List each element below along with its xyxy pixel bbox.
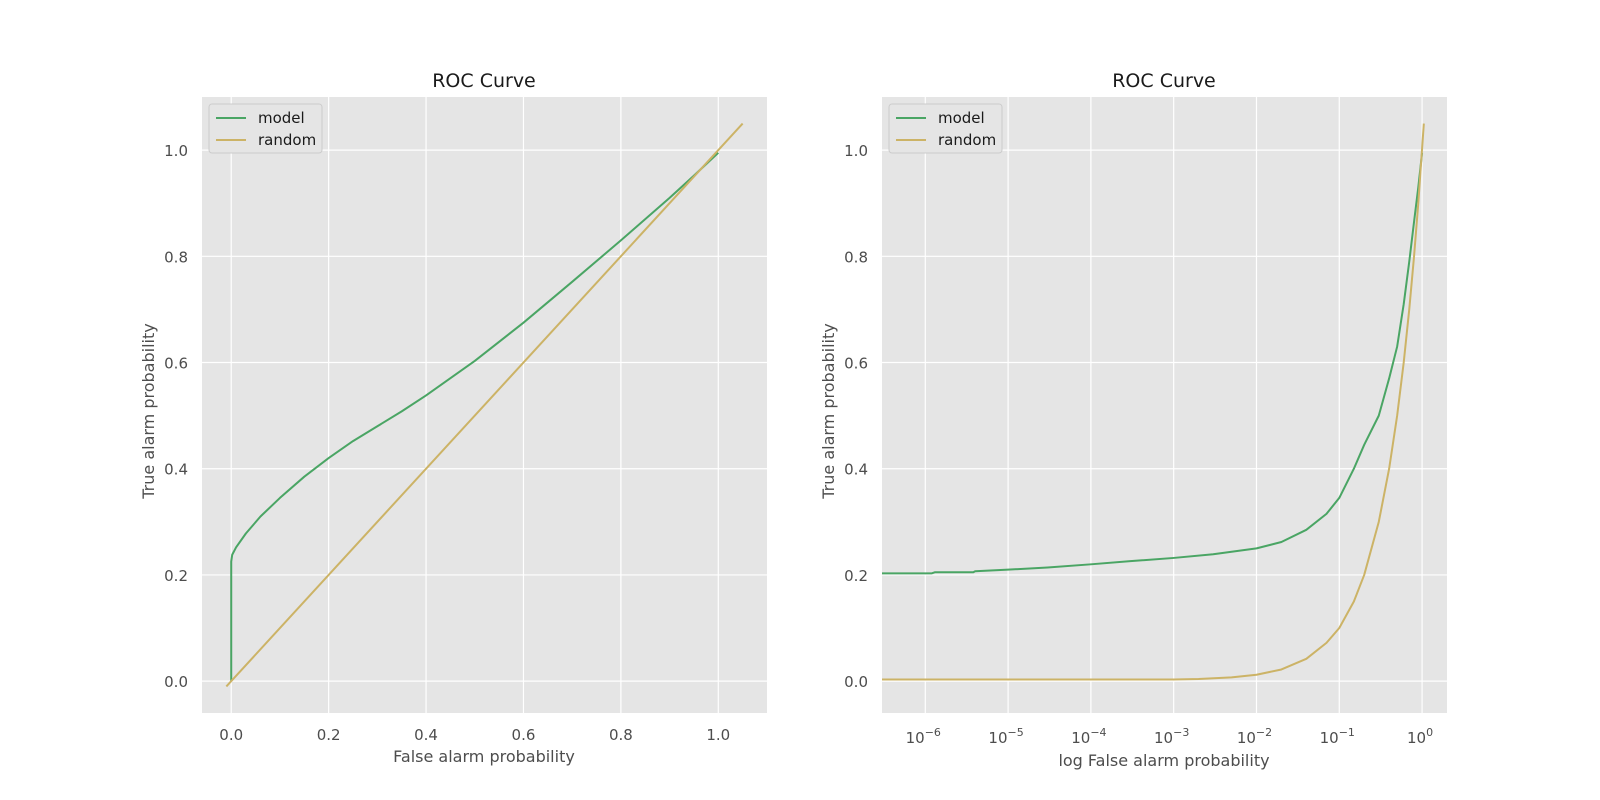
- chart-title: ROC Curve: [432, 70, 536, 92]
- x-tick-label: 10−5: [988, 726, 1023, 747]
- x-tick-label: 0.6: [512, 726, 536, 744]
- x-tick-label: 100: [1407, 726, 1433, 747]
- x-tick-label: 0.2: [317, 726, 341, 744]
- y-tick-label: 0.8: [844, 248, 868, 266]
- y-tick-label: 0.4: [164, 461, 188, 479]
- legend-label-random: random: [258, 131, 316, 149]
- y-tick-label: 0.2: [844, 567, 868, 585]
- x-tick-label: 10−4: [1071, 726, 1106, 747]
- x-tick-label: 10−1: [1320, 726, 1355, 747]
- series-line-model: [882, 152, 1424, 575]
- x-tick-label: 0.8: [609, 726, 633, 744]
- legend-label-random: random: [938, 131, 996, 149]
- x-tick-label: 1.0: [706, 726, 730, 744]
- legend-label-model: model: [938, 109, 985, 127]
- y-tick-label: 0.6: [844, 355, 868, 373]
- series-line-random: [882, 123, 1425, 681]
- series-line-model: [230, 152, 719, 682]
- y-tick-label: 0.2: [164, 567, 188, 585]
- y-tick-label: 0.0: [164, 673, 188, 691]
- chart-title: ROC Curve: [1112, 70, 1216, 92]
- x-tick-label: 10−6: [906, 726, 941, 747]
- y-tick-label: 0.8: [164, 248, 188, 266]
- x-tick-label: 0.0: [219, 726, 243, 744]
- y-tick-label: 0.6: [164, 355, 188, 373]
- chart-panel-linear: ROC Curve False alarm probability True a…: [139, 70, 767, 766]
- x-axis-label: False alarm probability: [393, 747, 575, 766]
- y-axis-label: True alarm probability: [819, 323, 838, 499]
- plot-area: 0.0 0.2 0.4 0.6 0.8 1.0 10−6 10−5 10−4 10−3 10−2 10…: [844, 97, 1447, 747]
- plot-area: 0.0 0.2 0.4 0.6 0.8 1.0 0.0 0.2 0.4 0.6 0.8 1.0 mode…: [164, 97, 767, 744]
- x-tick-label: 0.4: [414, 726, 438, 744]
- plot-background: [882, 97, 1447, 713]
- chart-panel-log: ROC Curve log False alarm probability Tr…: [819, 70, 1447, 770]
- legend-label-model: model: [258, 109, 305, 127]
- y-axis-label: True alarm probability: [139, 323, 158, 499]
- x-tick-label: 10−3: [1154, 726, 1189, 747]
- y-tick-label: 1.0: [164, 142, 188, 160]
- y-tick-label: 0.4: [844, 461, 868, 479]
- x-tick-label: 10−2: [1237, 726, 1272, 747]
- x-axis-label: log False alarm probability: [1058, 751, 1269, 770]
- y-tick-label: 0.0: [844, 673, 868, 691]
- y-tick-label: 1.0: [844, 142, 868, 160]
- series-line-random: [225, 122, 744, 688]
